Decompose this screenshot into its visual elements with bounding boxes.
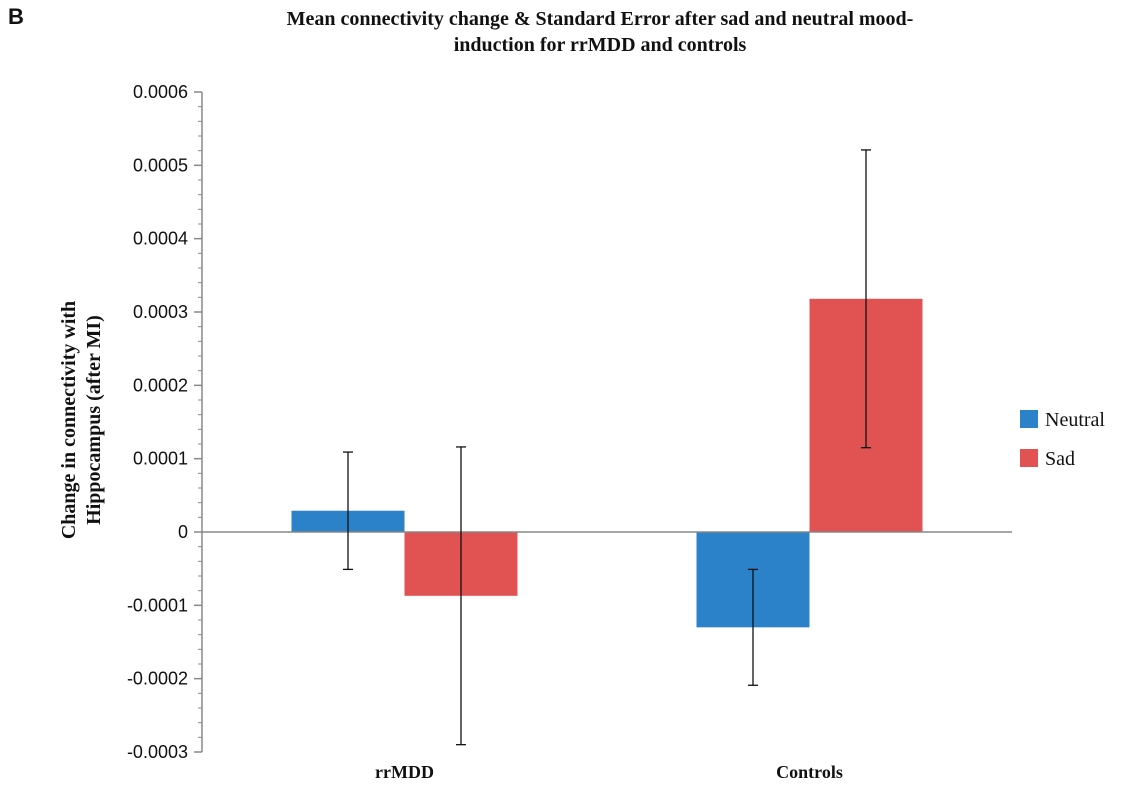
x-category-label: Controls xyxy=(776,762,843,782)
y-tick-label: 0.0005 xyxy=(133,155,188,175)
error-bar-layer xyxy=(343,149,871,746)
legend-swatch-neutral xyxy=(1020,410,1038,428)
panel-label: B xyxy=(8,4,24,29)
y-axis-label-line: Change in connectivity with xyxy=(58,301,80,539)
y-tick-label: 0.0002 xyxy=(133,375,188,395)
y-tick-label: -0.0003 xyxy=(127,742,188,762)
label-layer: -0.0003 -0.0002 -0.0001 0 0.0001 0.0002 0.0003… xyxy=(58,82,843,782)
y-tick-label: -0.0001 xyxy=(127,595,188,615)
y-tick-label: -0.0002 xyxy=(127,669,188,689)
legend-label-sad: Sad xyxy=(1045,448,1075,470)
x-category-label: rrMDD xyxy=(375,762,434,782)
y-axis-label-line: Hippocampus (after MI) xyxy=(83,315,105,525)
bar-layer xyxy=(291,298,923,628)
legend-swatch-sad xyxy=(1020,449,1038,467)
legend: Neutral Sad xyxy=(1020,409,1105,470)
y-tick-label: 0 xyxy=(178,522,188,542)
y-axis-label: Change in connectivity with Hippocampus (… xyxy=(58,301,105,539)
legend-label-neutral: Neutral xyxy=(1045,409,1105,431)
chart-title: Mean connectivity change & Standard Erro… xyxy=(200,6,1000,58)
axis-layer xyxy=(194,91,203,753)
chart-title-line-2: induction for rrMDD and controls xyxy=(453,34,747,56)
y-tick-label: 0.0001 xyxy=(133,449,188,469)
chart-title-line-1: Mean connectivity change & Standard Erro… xyxy=(286,8,914,30)
y-tick-label: 0.0006 xyxy=(133,82,188,102)
y-tick-label: 0.0004 xyxy=(133,229,188,249)
y-tick-label: 0.0003 xyxy=(133,302,188,322)
